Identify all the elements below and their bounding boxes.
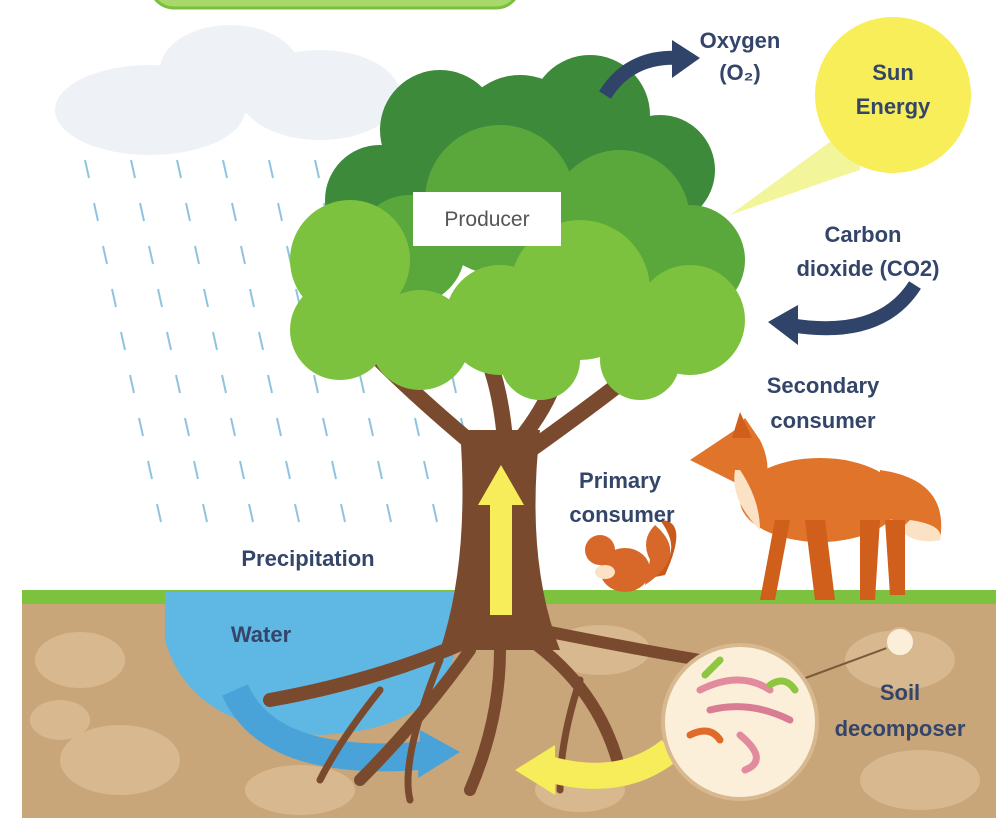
sun-label: Sun [872, 60, 914, 85]
secondary-consumer-label: consumer [770, 408, 876, 433]
sun-label: Energy [856, 94, 931, 119]
ecosystem-diagram: Producer Oxygen (O₂) Sun Energy Carbon d… [0, 0, 996, 818]
zoom-small [886, 628, 914, 656]
primary-consumer-label: consumer [569, 502, 675, 527]
oxygen-label: (O₂) [719, 60, 761, 85]
top-banner [150, 0, 520, 8]
zoom-circle [663, 645, 817, 799]
oxygen-label: Oxygen [700, 28, 781, 53]
precipitation-label: Precipitation [241, 546, 374, 571]
producer-label: Producer [444, 208, 529, 231]
co2-label: Carbon [825, 222, 902, 247]
decomposer-label: decomposer [835, 716, 966, 741]
water-label: Water [231, 622, 292, 647]
primary-consumer-label: Primary [579, 468, 662, 493]
decomposer-label: Soil [880, 680, 920, 705]
sap-arrow [490, 500, 512, 615]
co2-label: dioxide (CO2) [796, 256, 939, 281]
secondary-consumer-label: Secondary [767, 373, 880, 398]
